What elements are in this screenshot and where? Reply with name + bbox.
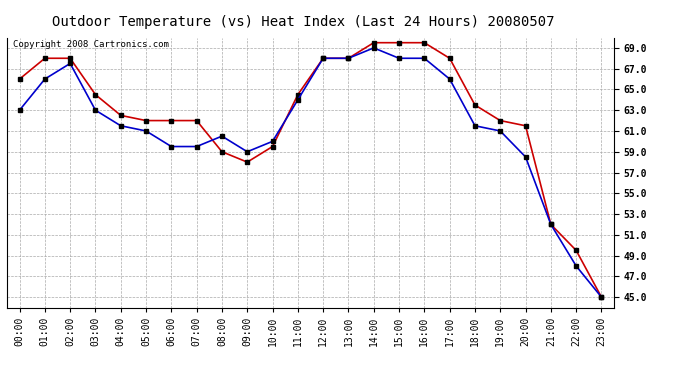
Text: Outdoor Temperature (vs) Heat Index (Last 24 Hours) 20080507: Outdoor Temperature (vs) Heat Index (Las… <box>52 15 555 29</box>
Text: Copyright 2008 Cartronics.com: Copyright 2008 Cartronics.com <box>13 40 169 49</box>
